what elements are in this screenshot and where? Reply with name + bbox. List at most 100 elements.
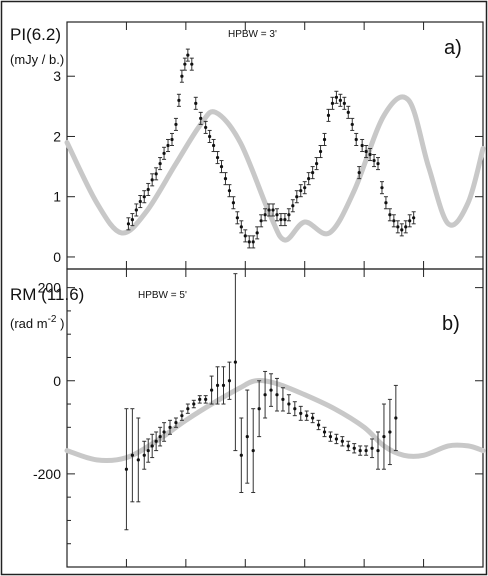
panel-b-marker bbox=[328, 435, 333, 439]
panel-a-marker bbox=[380, 186, 384, 190]
panel-b-marker bbox=[281, 397, 285, 401]
panel-b-marker bbox=[168, 425, 172, 429]
panel-a-marker bbox=[227, 189, 232, 193]
panel-a-data-point bbox=[267, 203, 272, 217]
panel-b-data-point bbox=[124, 408, 129, 531]
panel-a-marker bbox=[384, 201, 388, 205]
panel-b-marker bbox=[239, 453, 243, 457]
panel-a-marker bbox=[243, 234, 247, 238]
panel-a-data-point bbox=[403, 220, 408, 234]
panel-a-data-point bbox=[215, 151, 220, 165]
panel-b-data-point bbox=[197, 395, 202, 404]
panel-b-data-point bbox=[334, 433, 339, 445]
panel-b-points bbox=[124, 273, 398, 531]
panel-b-marker bbox=[221, 383, 226, 388]
panel-b-marker bbox=[346, 444, 350, 448]
panel-a-data-point bbox=[282, 213, 287, 227]
panel-a-data-point bbox=[376, 157, 381, 171]
panel-a-ytick-label: 2 bbox=[53, 128, 61, 144]
panel-b-marker bbox=[180, 414, 184, 418]
panel-b-data-point bbox=[146, 438, 151, 463]
panel-a-marker bbox=[199, 116, 203, 120]
panel-b-marker bbox=[227, 379, 232, 383]
panel-b-data-point bbox=[221, 366, 226, 405]
panel-a-data-point bbox=[146, 182, 151, 197]
panel-a-marker bbox=[295, 195, 299, 199]
panel-b-marker bbox=[275, 393, 279, 397]
panel-a-data-point bbox=[379, 181, 384, 195]
panel-b-data-point bbox=[364, 445, 369, 456]
panel-a-data-point bbox=[255, 226, 260, 240]
panel-a-data-point bbox=[318, 145, 323, 159]
panel-b-data-point bbox=[298, 405, 303, 421]
panel-a-data-point bbox=[211, 138, 216, 153]
panel-a-marker bbox=[154, 172, 158, 176]
panel-b-data-point bbox=[280, 387, 285, 412]
panel-a-marker bbox=[360, 143, 364, 148]
panel-a-marker bbox=[150, 178, 154, 182]
panel-a-data-point bbox=[290, 199, 295, 213]
panel-b-data-point bbox=[154, 431, 159, 452]
panel-a-data-point bbox=[182, 57, 187, 71]
panel-b-marker bbox=[158, 435, 162, 439]
panel-a-yticks: 0 1 2 3 bbox=[53, 68, 483, 265]
panel-a-marker bbox=[259, 219, 263, 223]
panel-a-marker bbox=[368, 152, 372, 157]
panel-a-data-point bbox=[372, 154, 377, 168]
panel-a-data-point bbox=[360, 138, 365, 153]
panel-a-marker bbox=[180, 74, 184, 78]
panel-b-marker bbox=[334, 437, 339, 441]
panel-b-marker bbox=[257, 407, 261, 411]
panel-a-data-point bbox=[271, 203, 276, 217]
panel-b-data-point bbox=[316, 419, 321, 431]
panel-a-data-point bbox=[274, 208, 279, 222]
panel-a-marker bbox=[231, 201, 235, 205]
panel-b-annotation: HPBW = 5' bbox=[138, 290, 187, 301]
panel-a-marker bbox=[315, 161, 319, 166]
panel-b-marker bbox=[263, 393, 267, 397]
panel-a-marker bbox=[235, 216, 239, 220]
panel-a-marker bbox=[170, 137, 174, 142]
panel-b-data-point bbox=[203, 395, 208, 404]
panel-a-data-point bbox=[179, 69, 184, 83]
panel-a-data-point bbox=[166, 138, 171, 153]
panel-b-marker bbox=[370, 446, 374, 450]
panel-a-data-point bbox=[154, 167, 159, 181]
panel-b-data-point bbox=[239, 417, 244, 493]
panel-b-data-point bbox=[358, 445, 363, 456]
panel-a-data-point bbox=[193, 96, 198, 110]
panel-a-marker bbox=[376, 161, 380, 166]
panel-b-data-point bbox=[136, 417, 141, 503]
panel-a-data-point bbox=[162, 146, 167, 160]
panel-b: RM (11.6) (rad m-2 ) HPBW = 5' b) -200 0 2… bbox=[10, 268, 486, 568]
panel-b-marker bbox=[204, 397, 208, 401]
panel-a-data-point bbox=[223, 172, 228, 186]
panel-a-data-point bbox=[134, 203, 139, 217]
panel-a-marker bbox=[322, 137, 327, 142]
panel-a-data-point bbox=[251, 235, 256, 249]
panel-b-data-point bbox=[142, 440, 147, 470]
panel-a-ylabel-quantity: PI(6.2) bbox=[10, 25, 61, 44]
panel-b-marker bbox=[376, 448, 380, 453]
panel-a-marker bbox=[346, 110, 350, 114]
panel-a-data-point bbox=[350, 117, 355, 131]
panel-a-data-point bbox=[239, 220, 244, 234]
panel-b-data-point bbox=[310, 412, 315, 424]
panel-a-marker bbox=[334, 95, 339, 99]
panel-a-data-point bbox=[338, 93, 343, 107]
panel-a-marker bbox=[215, 155, 220, 160]
panel-a-data-point bbox=[130, 213, 135, 227]
panel-b-data-point bbox=[274, 377, 279, 412]
panel-a-marker bbox=[126, 222, 131, 226]
panel-a-model-curve bbox=[64, 94, 486, 243]
panel-b-data-point bbox=[215, 366, 220, 405]
panel-b-data-point bbox=[292, 401, 297, 417]
panel-b-data-point bbox=[370, 438, 375, 459]
panel-a-data-point bbox=[314, 157, 319, 171]
panel-a-ytick-label: 1 bbox=[53, 189, 61, 205]
panel-b-data-point bbox=[340, 436, 345, 447]
panel-b-marker bbox=[174, 421, 178, 425]
panel-a-model-curve-path bbox=[64, 94, 486, 243]
panel-a-marker bbox=[255, 231, 259, 235]
